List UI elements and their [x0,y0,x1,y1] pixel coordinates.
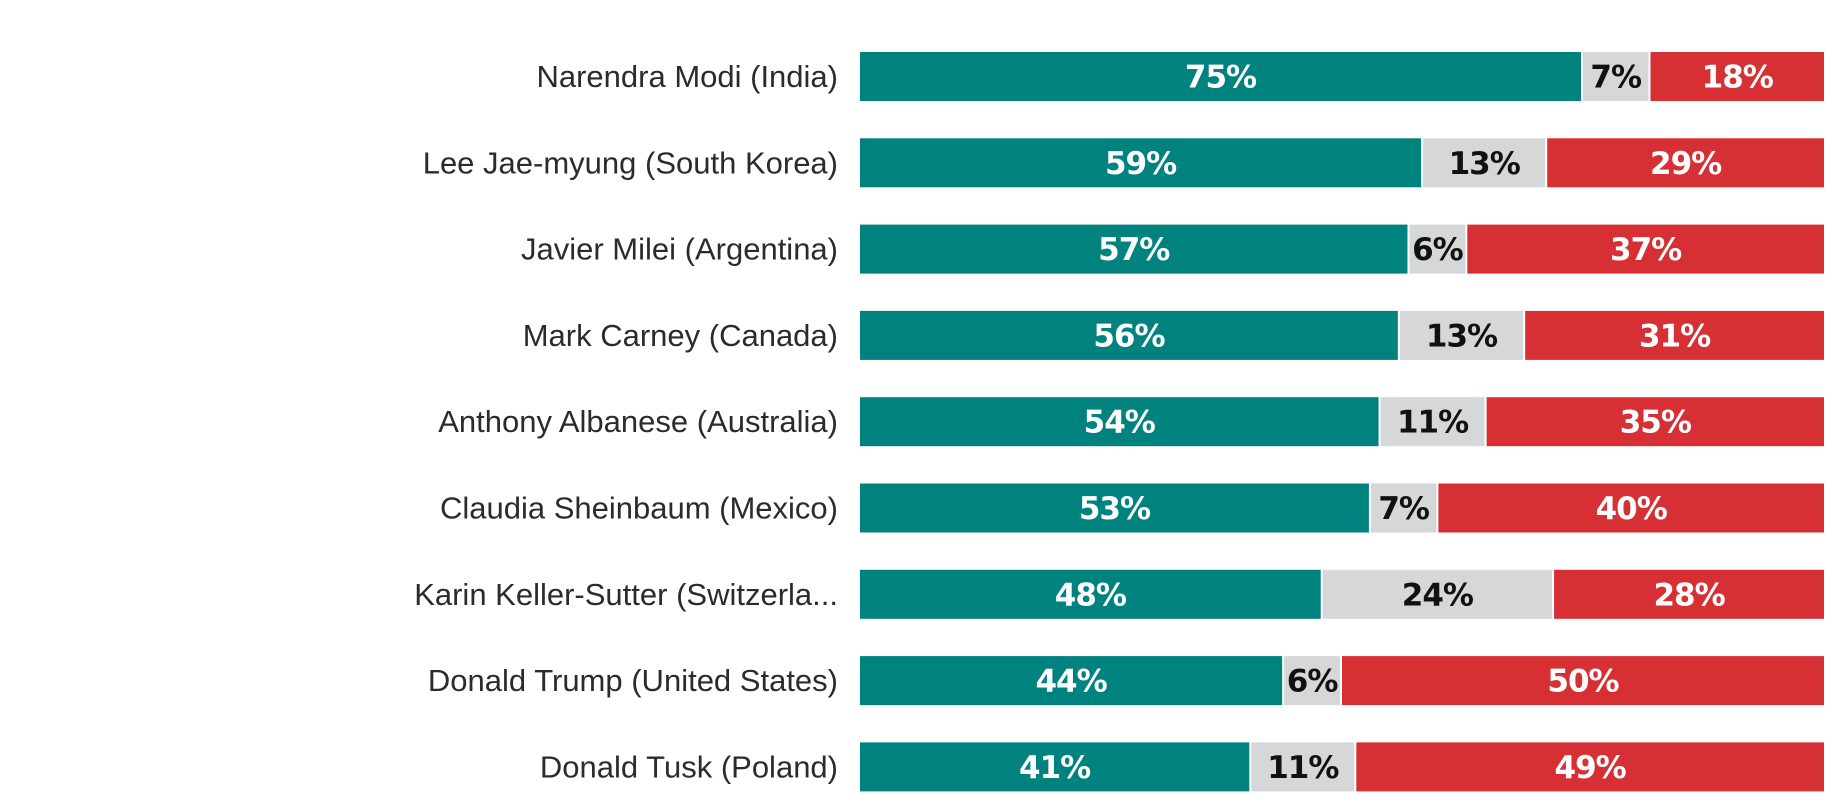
bar-segment [1467,224,1824,274]
data-label: 11% [1397,405,1469,441]
value-labels: 75% 7% 18% 59% 13% 29% 57% 6% 37% 56% 13% 31% 54% 11%… [1019,60,1775,786]
data-label: 6% [1412,232,1464,268]
data-label: 54% [1084,405,1156,441]
data-label: 59% [1105,146,1177,182]
bar-segment [860,397,1379,447]
bar-segment [1370,483,1437,533]
data-label: 18% [1702,60,1774,96]
data-label: 50% [1547,664,1619,700]
data-label: 7% [1378,491,1430,527]
bar-segment [1322,569,1553,619]
data-label: 13% [1426,318,1498,354]
data-label: 11% [1267,750,1339,786]
bar-segment [1438,483,1824,533]
category-label: Javier Milei (Argentina) [521,232,838,267]
data-label: 35% [1620,405,1692,441]
bar-segment [1486,397,1824,447]
category-label: Narendra Modi (India) [536,59,838,94]
bars [860,52,1824,792]
data-label: 29% [1650,146,1722,182]
bar-segment [1547,138,1824,188]
bar-segment [1342,656,1824,706]
category-label: Lee Jae-myung (South Korea) [423,145,838,180]
bar-segment [1423,138,1546,188]
data-label: 31% [1639,318,1711,354]
bar-segment [860,138,1422,188]
category-label: Karin Keller-Sutter (Switzerla... [414,577,838,612]
data-label: 7% [1590,60,1642,96]
bar-segment [1554,569,1824,619]
data-label: 48% [1055,577,1127,613]
data-label: 49% [1555,750,1627,786]
data-label: 24% [1402,577,1474,613]
data-label: 57% [1098,232,1170,268]
bar-segment [860,656,1283,706]
data-label: 37% [1610,232,1682,268]
bar-segment [1409,224,1466,274]
bar-segment [860,310,1398,360]
bar-segment [860,569,1321,619]
category-label: Anthony Albanese (Australia) [438,404,838,439]
category-label: Donald Trump (United States) [428,663,838,698]
data-label: 13% [1449,146,1521,182]
data-label: 75% [1185,60,1257,96]
bar-segment [1583,52,1649,101]
category-label: Donald Tusk (Poland) [540,749,838,784]
bar-segment [860,52,1581,101]
data-label: 41% [1019,750,1091,786]
data-label: 53% [1079,491,1151,527]
bar-segment [860,224,1408,274]
bar-segment [1356,742,1824,792]
category-label: Mark Carney (Canada) [523,318,838,353]
bar-segment [1399,310,1524,360]
data-label: 28% [1653,577,1725,613]
category-label: Claudia Sheinbaum (Mexico) [440,491,838,526]
bar-segment [1650,52,1824,101]
bar-segment [1380,397,1485,447]
data-label: 44% [1035,664,1107,700]
data-label: 56% [1093,318,1165,354]
bar-segment [1284,656,1340,706]
bar-segment [1525,310,1824,360]
bar-segment [860,483,1369,533]
bar-segment [860,742,1250,792]
data-label: 6% [1287,664,1339,700]
bar-segment [1251,742,1355,792]
category-labels: Narendra Modi (India) Lee Jae-myung (Sout… [414,59,838,784]
data-label: 40% [1596,491,1668,527]
